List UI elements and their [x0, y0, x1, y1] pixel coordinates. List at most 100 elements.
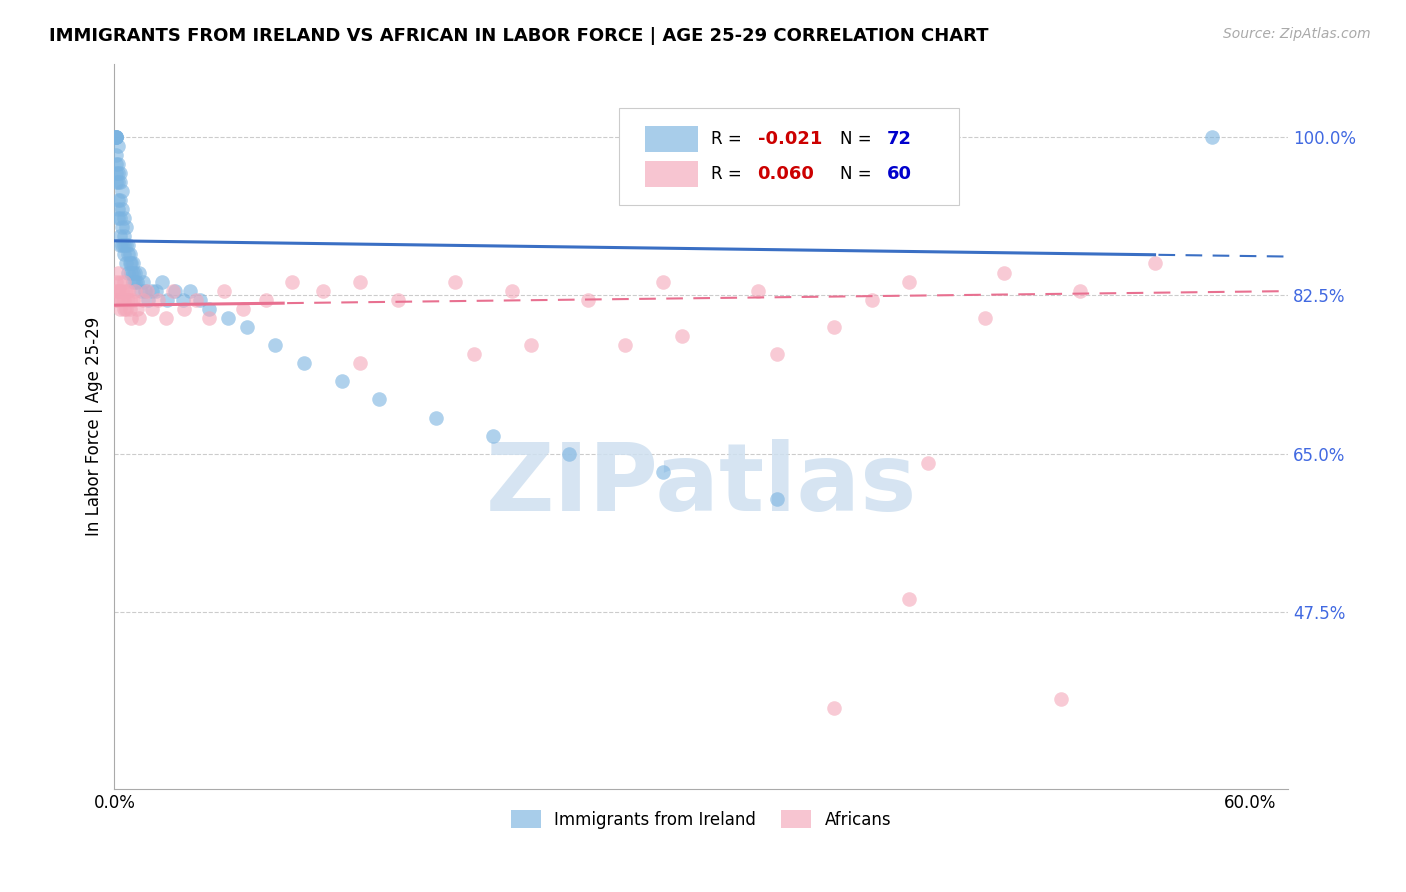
Point — [108, 284, 131, 298]
Point — [128, 310, 150, 325]
Text: R =: R = — [710, 129, 747, 148]
Point — [105, 175, 128, 189]
Text: 0.060: 0.060 — [758, 165, 814, 183]
Point — [173, 301, 195, 316]
Point — [107, 202, 129, 216]
Point — [107, 284, 129, 298]
Text: ZIPatlas: ZIPatlas — [485, 439, 917, 531]
Point — [107, 193, 129, 207]
Legend: Immigrants from Ireland, Africans: Immigrants from Ireland, Africans — [505, 804, 898, 835]
Text: 72: 72 — [887, 129, 911, 148]
Point — [1144, 256, 1167, 270]
Point — [311, 284, 333, 298]
Point — [184, 293, 207, 307]
Point — [232, 301, 254, 316]
Point — [557, 447, 579, 461]
Point — [501, 284, 523, 298]
Point — [124, 284, 146, 298]
Point — [124, 266, 146, 280]
Point — [108, 301, 131, 316]
Point — [823, 700, 845, 714]
Point — [111, 238, 134, 252]
Point — [652, 465, 675, 479]
Point — [236, 320, 259, 334]
Text: Source: ZipAtlas.com: Source: ZipAtlas.com — [1223, 27, 1371, 41]
Point — [146, 293, 169, 307]
Point — [108, 193, 131, 207]
Point — [105, 293, 128, 307]
Point — [118, 256, 141, 270]
Y-axis label: In Labor Force | Age 25-29: In Labor Force | Age 25-29 — [86, 317, 103, 536]
Text: 60: 60 — [887, 165, 911, 183]
Point — [747, 284, 769, 298]
Point — [111, 184, 134, 198]
Point — [156, 293, 179, 307]
Point — [188, 293, 211, 307]
Point — [105, 129, 128, 144]
Point — [108, 229, 131, 244]
Text: R =: R = — [710, 165, 747, 183]
Point — [898, 591, 921, 606]
Point — [112, 301, 135, 316]
Point — [107, 157, 129, 171]
Point — [114, 238, 136, 252]
Point — [112, 238, 135, 252]
Point — [155, 310, 177, 325]
Point — [105, 166, 128, 180]
Point — [117, 266, 139, 280]
Point — [120, 266, 142, 280]
Point — [108, 211, 131, 226]
FancyBboxPatch shape — [645, 161, 697, 187]
FancyBboxPatch shape — [645, 126, 697, 152]
Point — [993, 266, 1015, 280]
Point — [112, 275, 135, 289]
Point — [122, 275, 145, 289]
Point — [1050, 691, 1073, 706]
Point — [117, 238, 139, 252]
Point — [652, 275, 675, 289]
Point — [898, 275, 921, 289]
Point — [141, 301, 163, 316]
Point — [122, 266, 145, 280]
Point — [111, 220, 134, 235]
Point — [150, 275, 173, 289]
Point — [425, 410, 447, 425]
Point — [349, 356, 371, 370]
Point — [212, 284, 235, 298]
Point — [105, 129, 128, 144]
Point — [114, 284, 136, 298]
Point — [444, 275, 467, 289]
Point — [576, 293, 599, 307]
Point — [138, 293, 160, 307]
Point — [671, 329, 693, 343]
Point — [108, 166, 131, 180]
Point — [111, 202, 134, 216]
Point — [163, 284, 186, 298]
Point — [112, 293, 135, 307]
Point — [132, 275, 155, 289]
Point — [117, 293, 139, 307]
Point — [974, 310, 997, 325]
Point — [179, 284, 201, 298]
Point — [264, 338, 287, 352]
Point — [107, 211, 129, 226]
Point — [107, 166, 129, 180]
Point — [766, 492, 789, 507]
Point — [107, 266, 129, 280]
Point — [368, 392, 391, 407]
Point — [108, 238, 131, 252]
Point — [860, 293, 883, 307]
Text: IMMIGRANTS FROM IRELAND VS AFRICAN IN LABOR FORCE | AGE 25-29 CORRELATION CHART: IMMIGRANTS FROM IRELAND VS AFRICAN IN LA… — [49, 27, 988, 45]
Point — [114, 301, 136, 316]
Point — [349, 275, 371, 289]
Point — [105, 147, 128, 161]
Point — [330, 374, 353, 388]
FancyBboxPatch shape — [619, 108, 959, 205]
Point — [141, 284, 163, 298]
Point — [198, 301, 221, 316]
Point — [111, 284, 134, 298]
Point — [127, 301, 149, 316]
Point — [117, 247, 139, 261]
Point — [823, 320, 845, 334]
Point — [254, 293, 277, 307]
